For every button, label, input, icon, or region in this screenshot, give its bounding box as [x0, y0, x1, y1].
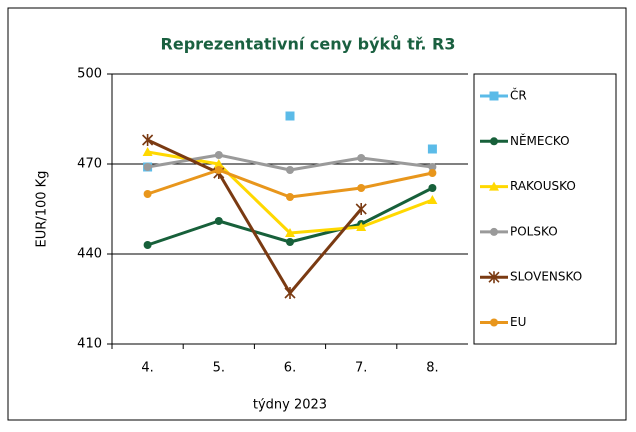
data-point [286, 166, 294, 174]
data-point [286, 193, 294, 201]
data-point [284, 287, 296, 299]
legend-box [473, 73, 617, 345]
x-tick-label: 8. [426, 361, 438, 376]
y-tick-label: 440 [77, 247, 102, 262]
y-tick-label: 470 [77, 157, 102, 172]
data-point [355, 203, 367, 215]
data-point [143, 241, 152, 249]
data-point [357, 184, 366, 192]
data-point [214, 151, 223, 159]
data-point [357, 154, 366, 162]
data-point [214, 166, 223, 174]
legend-label: POLSKO [510, 224, 558, 238]
legend-label: ČR [510, 88, 527, 103]
data-point [428, 169, 437, 177]
legend-swatch-marker [490, 137, 498, 146]
x-tick-label: 6. [284, 361, 296, 376]
legend-swatch-marker [489, 91, 499, 101]
data-point [285, 111, 295, 121]
series-line [146, 138, 363, 295]
data-point [427, 144, 437, 154]
y-tick-label: 500 [77, 67, 102, 82]
data-point [143, 163, 152, 171]
x-tick-label: 5. [213, 361, 225, 376]
legend-label: NĚMECKO [510, 133, 570, 148]
data-point [356, 222, 367, 231]
legend-swatch-marker [488, 271, 500, 284]
data-point [285, 228, 295, 237]
data-point [142, 134, 154, 146]
legend-label: RAKOUSKO [510, 179, 576, 193]
data-point [427, 195, 438, 204]
data-point [213, 159, 224, 168]
data-point [428, 163, 437, 171]
legend-swatch-marker [490, 318, 498, 327]
y-axis-label: EUR/100 Kg [35, 171, 50, 248]
chart-title: Reprezentativní ceny býků tř. R3 [161, 35, 456, 54]
data-point [143, 190, 152, 198]
data-point [142, 147, 153, 156]
x-tick-label: 7. [355, 361, 367, 376]
x-axis-label: týdny 2023 [253, 398, 327, 413]
y-tick-label: 410 [77, 337, 102, 352]
x-tick-label: 4. [141, 361, 153, 376]
data-point [428, 184, 437, 192]
legend-swatch-marker [489, 181, 499, 191]
legend-label: EU [510, 315, 526, 329]
data-point [286, 238, 294, 246]
legend-label: SLOVENSKO [510, 270, 582, 284]
legend-swatch-marker [490, 227, 498, 236]
data-point [214, 217, 223, 225]
